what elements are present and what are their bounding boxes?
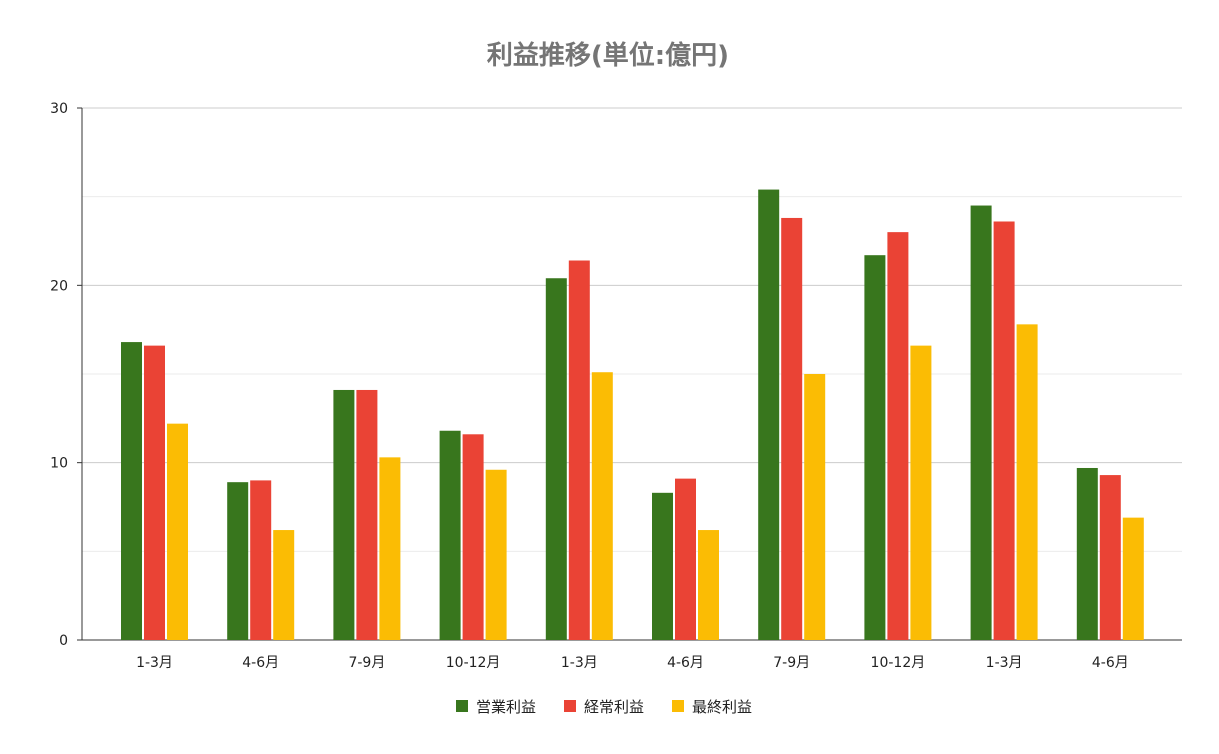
bar-営業利益 <box>333 389 355 640</box>
bar-最終利益 <box>698 530 719 640</box>
bar-営業利益 <box>970 205 992 641</box>
bar-営業利益 <box>864 255 886 641</box>
y-tick-label: 0 <box>59 633 68 649</box>
y-tick-label: 10 <box>50 456 68 472</box>
legend-label: 最終利益 <box>692 698 752 716</box>
legend-label: 経常利益 <box>584 698 644 716</box>
x-tick-label: 4-6月 <box>1092 655 1129 671</box>
bar-最終利益 <box>1122 517 1144 640</box>
legend: 営業利益 経常利益 最終利益 <box>456 698 752 716</box>
bar-営業利益 <box>652 492 673 640</box>
y-tick-label: 30 <box>50 101 68 117</box>
bar-最終利益 <box>379 457 401 640</box>
bar-経常利益 <box>993 221 1015 640</box>
bar-経常利益 <box>675 478 696 640</box>
bar-経常利益 <box>356 389 378 640</box>
bar-最終利益 <box>804 374 826 640</box>
legend-item: 営業利益 <box>456 698 536 716</box>
bar-経常利益 <box>462 434 484 640</box>
legend-swatch <box>564 700 576 712</box>
bar-営業利益 <box>227 482 249 640</box>
bar-最終利益 <box>1016 324 1038 640</box>
bar-営業利益 <box>758 189 780 640</box>
legend-swatch <box>672 700 684 712</box>
bar-経常利益 <box>887 232 909 640</box>
bar-最終利益 <box>485 469 507 640</box>
x-tick-label: 10-12月 <box>446 655 501 671</box>
x-tick-label: 1-3月 <box>561 655 598 671</box>
bar-経常利益 <box>1099 475 1121 640</box>
bars <box>121 189 1144 641</box>
bar-最終利益 <box>273 530 295 640</box>
bar-経常利益 <box>568 260 590 640</box>
bar-営業利益 <box>439 430 461 640</box>
x-tick-label: 7-9月 <box>348 655 385 671</box>
bar-営業利益 <box>1076 467 1098 640</box>
bar-最終利益 <box>910 345 932 640</box>
x-tick-label: 7-9月 <box>773 655 810 671</box>
bar-経常利益 <box>781 217 803 641</box>
bar-営業利益 <box>121 342 142 640</box>
bar-最終利益 <box>591 372 613 640</box>
legend-item: 最終利益 <box>672 698 752 716</box>
y-tick-label: 20 <box>50 278 68 294</box>
chart-title: 利益推移(単位:億円) <box>487 40 729 71</box>
x-axis-ticks: 1-3月 4-6月 7-9月 10-12月 1-3月 4-6月 7-9月 10-12月 1-3月… <box>136 655 1129 671</box>
x-tick-label: 4-6月 <box>667 655 704 671</box>
legend-item: 経常利益 <box>564 698 644 716</box>
x-tick-label: 10-12月 <box>871 655 926 671</box>
bar-営業利益 <box>545 278 567 640</box>
bar-経常利益 <box>250 480 272 640</box>
y-axis-ticks: 0 10 20 30 <box>50 101 82 649</box>
x-tick-label: 1-3月 <box>986 655 1023 671</box>
legend-swatch <box>456 700 468 712</box>
x-tick-label: 1-3月 <box>136 655 173 671</box>
bar-経常利益 <box>144 345 165 640</box>
legend-label: 営業利益 <box>476 698 536 716</box>
x-tick-label: 4-6月 <box>242 655 279 671</box>
bar-最終利益 <box>167 423 188 640</box>
